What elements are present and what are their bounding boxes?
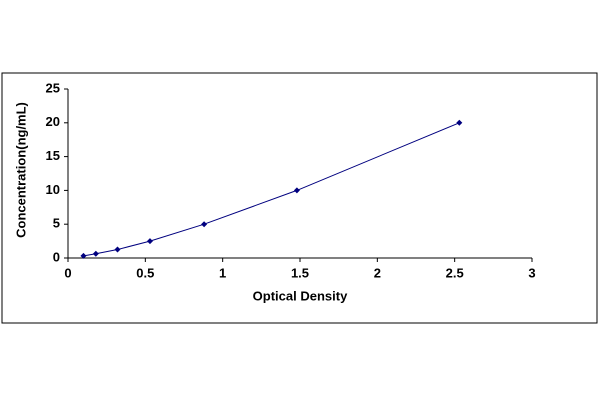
y-tick-label: 25 — [46, 80, 60, 95]
x-tick-label: 0 — [64, 265, 71, 280]
x-tick-label: 1.5 — [291, 265, 309, 280]
point — [92, 250, 99, 257]
frame — [1, 72, 598, 324]
point — [293, 187, 300, 194]
point — [80, 252, 87, 259]
y-tick-label: 0 — [53, 249, 60, 264]
point — [114, 246, 121, 253]
point — [201, 221, 208, 228]
x-tick-label: 2 — [374, 265, 381, 280]
x-tick-label: 3 — [528, 265, 535, 280]
point — [146, 238, 153, 245]
y-tick-label: 5 — [53, 216, 60, 231]
y-tick-label: 20 — [46, 114, 60, 129]
curve — [83, 122, 460, 257]
y-tick-label: 15 — [46, 148, 60, 163]
y-axis-title: Concentration(ng/mL) — [13, 102, 28, 238]
point — [456, 119, 463, 126]
x-axis-title: Optical Density — [253, 288, 348, 303]
x-tick-label: 0.5 — [136, 265, 154, 280]
x-tick-label: 1 — [219, 265, 226, 280]
y-tick-label: 10 — [46, 182, 60, 197]
x-tick-label: 2.5 — [446, 265, 464, 280]
